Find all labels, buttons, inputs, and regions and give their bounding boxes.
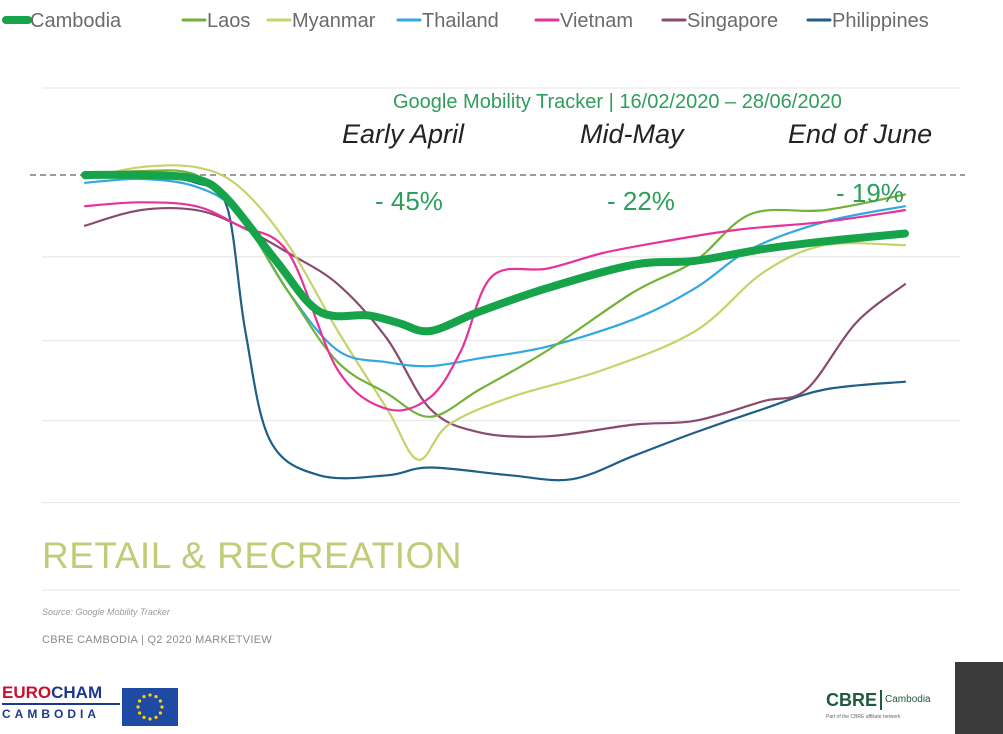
series-line-thailand (83, 177, 907, 368)
eu-star (136, 705, 140, 709)
legend-label: Laos (207, 10, 250, 32)
legend-item-thailand: Thailand (396, 10, 499, 32)
legend-label: Thailand (422, 10, 499, 32)
corner-badge (955, 662, 1003, 734)
grid (30, 87, 965, 591)
footer-text: CBRE CAMBODIA | Q2 2020 MARKETVIEW (42, 634, 273, 646)
eurocham-logo: EUROCHAM CAMBODIA (2, 684, 122, 728)
period-label-end-of-june: End of June (788, 119, 932, 149)
section-title: RETAIL & RECREATION (42, 535, 462, 576)
period-change-end-of-june: - 19% (836, 178, 904, 208)
eurocham-logo-cambodia: CAMBODIA (2, 703, 120, 721)
legend-label: Vietnam (560, 10, 633, 32)
legend: Cambodia Laos Myanmar Thailand Vietnam Singap… (2, 10, 929, 32)
tracker-label: Google Mobility Tracker | 16/02/2020 – 2… (393, 91, 842, 113)
eu-star (138, 699, 142, 703)
eu-star (160, 705, 164, 709)
legend-item-singapore: Singapore (661, 10, 778, 32)
eu-star (148, 693, 152, 697)
series-line-laos (83, 169, 907, 418)
legend-label: Philippines (832, 10, 929, 32)
eu-star (148, 717, 152, 721)
eu-star (158, 711, 162, 715)
eu-star (158, 699, 162, 703)
period-label-early-april: Early April (342, 119, 465, 149)
legend-item-philippines: Philippines (806, 10, 929, 32)
source-note: Source: Google Mobility Tracker (42, 607, 170, 617)
legend-item-myanmar: Myanmar (266, 10, 376, 32)
period-label-mid-may: Mid-May (580, 119, 685, 149)
cbre-logo-name: CBRE (826, 690, 883, 710)
legend-label: Myanmar (292, 10, 376, 32)
cbre-logo-sub: Cambodia (885, 694, 931, 705)
cbre-logo-note: Part of the CBRE affiliate network (826, 714, 901, 720)
eu-star (138, 711, 142, 715)
eu-star (142, 715, 146, 719)
eu-star (142, 695, 146, 699)
legend-item-cambodia: Cambodia (2, 10, 122, 32)
eu-star (154, 695, 158, 699)
eurocham-logo-cham: CHAM (51, 683, 103, 702)
period-change-early-april: - 45% (375, 186, 443, 216)
eurocham-logo-euro: EURO (2, 683, 52, 702)
legend-item-laos: Laos (181, 10, 250, 32)
series-line-vietnam (83, 201, 907, 412)
legend-label: Cambodia (30, 10, 122, 32)
legend-item-vietnam: Vietnam (534, 10, 633, 32)
legend-label: Singapore (687, 10, 778, 32)
series-line-cambodia (81, 170, 909, 336)
eu-star (154, 715, 158, 719)
series-layer (81, 164, 909, 482)
cbre-logo: CBRE Cambodia Part of the CBRE affiliate … (826, 690, 936, 726)
period-change-mid-may: - 22% (607, 186, 675, 216)
eu-flag-icon (122, 688, 178, 726)
series-line-myanmar (83, 164, 907, 461)
